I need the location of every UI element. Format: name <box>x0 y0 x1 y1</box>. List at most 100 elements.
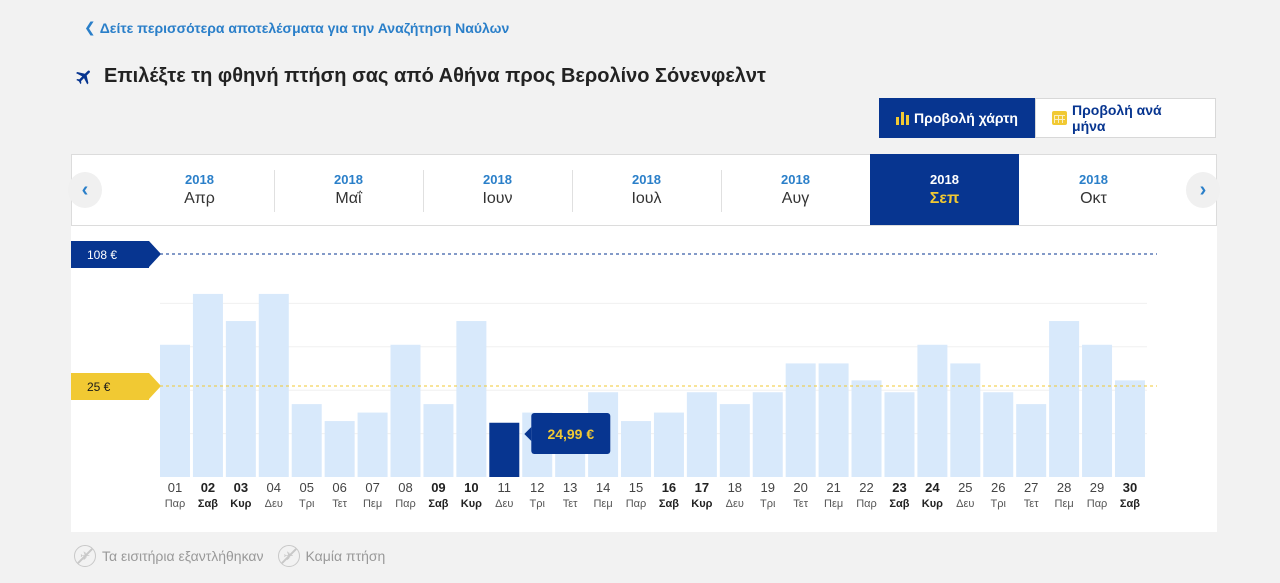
back-link-label: Δείτε περισσότερα αποτελέσματα για την Α… <box>99 19 510 36</box>
month-tab-sep[interactable]: 2018 Σεπ <box>870 154 1019 225</box>
bar-day-24[interactable] <box>917 344 948 477</box>
month-label: Ιουλ <box>631 190 662 207</box>
airplane-icon <box>76 69 90 84</box>
day-number-label: 17 <box>695 480 709 495</box>
bar-day-27[interactable] <box>1016 404 1047 477</box>
day-number-label: 29 <box>1090 480 1104 495</box>
back-to-search-link[interactable]: ❮ Δείτε περισσότερα αποτελέσματα για την… <box>84 19 509 36</box>
bar-day-05[interactable] <box>291 404 322 477</box>
weekday-label: Παρ <box>1087 498 1108 510</box>
month-year: 2018 <box>781 172 810 187</box>
weekday-label: Κυρ <box>230 498 251 510</box>
bar-day-17[interactable] <box>686 392 717 477</box>
bar-day-06[interactable] <box>324 421 355 477</box>
chart-view-label: Προβολή χάρτη <box>914 110 1018 126</box>
bar-day-28[interactable] <box>1049 321 1080 477</box>
day-number-label: 14 <box>596 480 610 495</box>
weekday-label: Τρι <box>299 498 315 510</box>
view-toggle: Προβολή χάρτη Προβολή ανά μήνα <box>879 98 1216 138</box>
bar-day-11[interactable] <box>489 422 520 477</box>
selected-price-label: 24,99 € <box>547 426 594 442</box>
day-number-label: 22 <box>859 480 873 495</box>
bar-day-20[interactable] <box>785 363 816 477</box>
bar-day-15[interactable] <box>621 421 652 477</box>
month-tab-may[interactable]: 2018 Μαΐ <box>274 155 423 225</box>
bar-day-29[interactable] <box>1082 344 1113 477</box>
day-number-label: 15 <box>629 480 643 495</box>
day-number-label: 18 <box>728 480 742 495</box>
month-label: Οκτ <box>1080 190 1107 207</box>
bar-day-30[interactable] <box>1114 380 1145 477</box>
day-number-label: 28 <box>1057 480 1071 495</box>
bar-day-01[interactable] <box>160 344 190 477</box>
day-number-label: 11 <box>498 480 512 495</box>
bar-day-22[interactable] <box>851 380 882 477</box>
bar-day-03[interactable] <box>225 321 256 477</box>
bar-day-07[interactable] <box>357 412 388 477</box>
weekday-label: Κυρ <box>922 498 943 510</box>
bar-day-19[interactable] <box>752 392 783 477</box>
month-view-label: Προβολή ανά μήνα <box>1072 102 1162 134</box>
min-price-marker: 25 € <box>71 373 161 400</box>
weekday-label: Παρ <box>856 498 877 510</box>
previous-month-button[interactable]: ‹ <box>68 172 102 208</box>
chart-view-button[interactable]: Προβολή χάρτη <box>879 98 1035 138</box>
weekday-label: Πεμ <box>824 498 843 510</box>
bar-chart-icon <box>896 111 910 125</box>
chart-legend: ✈ Τα εισιτήρια εξαντλήθηκαν ✈ Καμία πτήσ… <box>74 545 385 567</box>
fare-bar-chart: 01 Παρ 02 Σαβ 03 Κυρ 04 Δευ 05 Τρι 06 Τετ 07 Πεμ 08 Παρ… <box>148 253 1157 510</box>
no-flight-icon: ✈ <box>277 545 300 567</box>
bar-day-02[interactable] <box>192 293 223 477</box>
bar-day-26[interactable] <box>983 392 1014 477</box>
day-number-label: 12 <box>530 480 544 495</box>
weekday-label: Δευ <box>956 498 974 510</box>
month-tab-apr[interactable]: 2018 Απρ <box>125 155 274 225</box>
weekday-label: Τρι <box>760 498 776 510</box>
max-price-marker: 108 € <box>71 241 161 268</box>
sold-out-icon: ✈ <box>74 545 96 567</box>
weekday-label: Σαβ <box>198 498 218 510</box>
bar-day-25[interactable] <box>950 363 981 477</box>
month-label: Σεπ <box>929 190 960 207</box>
weekday-label: Κυρ <box>691 498 712 510</box>
weekday-label: Τρι <box>530 498 546 510</box>
bar-day-08[interactable] <box>390 344 421 477</box>
bar-day-16[interactable] <box>653 412 684 477</box>
min-price-label: 25 € <box>87 379 111 394</box>
chevron-left-icon: ‹ <box>81 178 89 201</box>
month-label: Μαΐ <box>335 190 362 207</box>
day-number-label: 25 <box>958 480 972 495</box>
month-tab-oct[interactable]: 2018 Οκτ <box>1019 155 1168 225</box>
bar-day-04[interactable] <box>258 293 289 477</box>
bar-day-18[interactable] <box>719 404 750 477</box>
month-tab-jun[interactable]: 2018 Ιουν <box>423 155 572 225</box>
bar-day-10[interactable] <box>456 321 487 477</box>
weekday-label: Τετ <box>563 498 578 510</box>
day-number-label: 21 <box>826 480 840 495</box>
bar-day-09[interactable] <box>423 404 454 477</box>
day-number-label: 04 <box>267 480 281 495</box>
day-number-label: 10 <box>464 480 478 495</box>
month-view-button[interactable]: Προβολή ανά μήνα <box>1035 98 1216 138</box>
weekday-label: Παρ <box>395 498 416 510</box>
month-year: 2018 <box>483 172 512 187</box>
day-number-label: 27 <box>1024 480 1038 495</box>
legend-sold-out: ✈ Τα εισιτήρια εξαντλήθηκαν <box>74 545 264 567</box>
bar-day-21[interactable] <box>818 363 849 477</box>
next-month-button[interactable]: › <box>1186 172 1220 208</box>
bar-day-23[interactable] <box>884 392 915 477</box>
month-year: 2018 <box>632 172 661 187</box>
legend-no-flight: ✈ Καμία πτήση <box>277 545 385 567</box>
month-tab-aug[interactable]: 2018 Αυγ <box>721 155 870 225</box>
day-number-label: 26 <box>991 480 1005 495</box>
day-number-label: 07 <box>365 480 379 495</box>
weekday-label: Πεμ <box>593 498 612 510</box>
day-number-label: 01 <box>168 480 182 495</box>
month-label: Απρ <box>184 190 215 207</box>
chevron-left-icon: ❮ <box>84 19 96 35</box>
day-number-label: 19 <box>761 480 775 495</box>
weekday-label: Τρι <box>991 498 1007 510</box>
selected-price-tooltip <box>531 413 611 454</box>
month-tab-jul[interactable]: 2018 Ιουλ <box>572 155 721 225</box>
day-number-label: 02 <box>201 480 215 495</box>
